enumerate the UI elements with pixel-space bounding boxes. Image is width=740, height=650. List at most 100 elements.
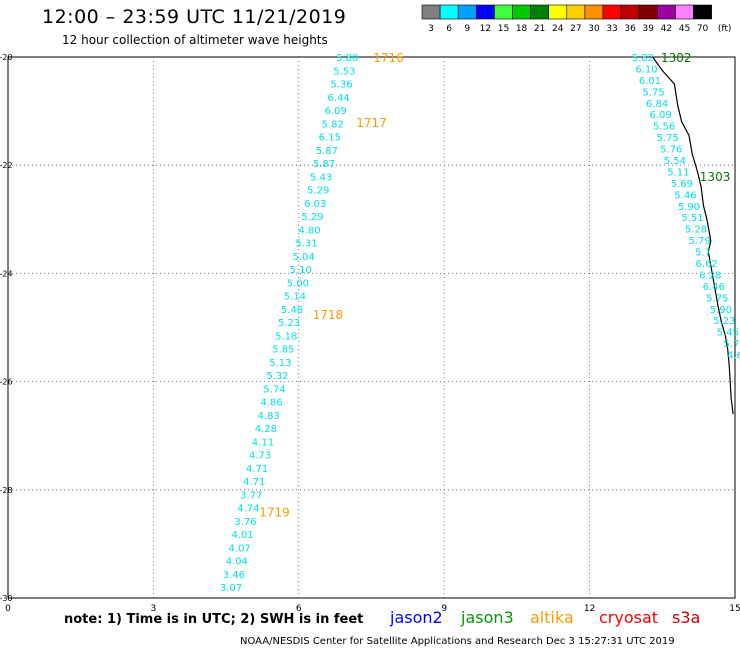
wave-height-label: 5.23 bbox=[278, 318, 300, 329]
wave-height-label: 4.07 bbox=[229, 543, 251, 554]
map-frame bbox=[7, 56, 736, 599]
wave-height-label: 5.48 bbox=[281, 305, 303, 316]
longitude-tick-label: 12 bbox=[584, 604, 595, 614]
latitude-tick-label: -30 bbox=[0, 594, 13, 603]
wave-height-label: 5.53 bbox=[333, 66, 355, 77]
colorbar-label: 42 bbox=[661, 24, 672, 34]
chart-title: 12:00 – 23:59 UTC 11/21/2019 bbox=[42, 6, 347, 28]
pass-time-label: 1302 bbox=[661, 51, 692, 65]
wave-height-label: 5.31 bbox=[295, 239, 317, 250]
wave-height-label: 5.80 bbox=[336, 53, 358, 64]
wave-height-label: 5.90 bbox=[678, 202, 700, 213]
credit-line: NOAA/NESDIS Center for Satellite Applica… bbox=[240, 636, 675, 647]
wave-height-label: 3.77 bbox=[240, 490, 262, 501]
wave-height-colorbar: 3 6 9 12 15 18 21 24 27 30 33 36 39 42 45 70 (ft) bbox=[421, 4, 732, 34]
latitude-tick-label: -20 bbox=[0, 53, 13, 62]
wave-height-label: 4.71 bbox=[243, 477, 265, 488]
colorbar-label: 21 bbox=[534, 24, 545, 34]
wave-height-label: 5.04 bbox=[293, 252, 315, 263]
wave-height-label: 5.11 bbox=[667, 167, 689, 178]
colorbar-label: 9 bbox=[464, 24, 470, 34]
wave-height-label: 5.00 bbox=[287, 278, 309, 289]
colorbar-label: 27 bbox=[570, 24, 581, 34]
wave-height-label: 5.74 bbox=[263, 384, 285, 395]
wave-height-label: 4.71 bbox=[246, 464, 268, 475]
longitude-tick-label: 6 bbox=[296, 604, 302, 614]
wave-height-label: 3.76 bbox=[234, 517, 256, 528]
wave-height-label: 5.90 bbox=[710, 305, 732, 316]
colorbar-label: 6 bbox=[446, 24, 452, 34]
wave-height-label: 5.14 bbox=[284, 292, 306, 303]
colorbar-label: 39 bbox=[643, 24, 655, 34]
wave-height-label: 4.01 bbox=[231, 530, 253, 541]
wave-height-label: 5.87 bbox=[313, 159, 335, 170]
wave-height-label: 6.84 bbox=[646, 99, 668, 110]
colorbar-label: 12 bbox=[480, 24, 491, 34]
wave-height-label: 5.75 bbox=[642, 87, 664, 98]
wave-height-label: 6.01 bbox=[639, 76, 661, 87]
longitude-tick-label: 15 bbox=[729, 604, 740, 614]
pass-time-label: 1718 bbox=[313, 308, 344, 322]
wave-height-label: 6.62 bbox=[696, 259, 718, 270]
wave-height-label: 5.51 bbox=[681, 213, 703, 224]
longitude-tick-label: 0 bbox=[5, 604, 11, 614]
latitude-tick-label: -26 bbox=[0, 378, 13, 387]
wave-height-label: 5.54 bbox=[664, 156, 686, 167]
wave-height-label: 6.28 bbox=[699, 270, 721, 281]
wave-height-label: 5.18 bbox=[275, 331, 297, 342]
longitude-tick-label: 3 bbox=[151, 604, 157, 614]
latitude-tick-label: -24 bbox=[0, 269, 13, 278]
pass-time-label: 1303 bbox=[700, 170, 731, 184]
latitude-tick-label: -28 bbox=[0, 486, 13, 495]
colorbar-unit: (ft) bbox=[718, 24, 732, 34]
wave-height-label: 5.69 bbox=[671, 179, 693, 190]
wave-height-label: 5.82 bbox=[322, 119, 344, 130]
wave-height-label: 5.36 bbox=[330, 80, 352, 91]
wave-height-label: 5.29 bbox=[301, 212, 323, 223]
legend-jason2: jason2 bbox=[390, 608, 443, 627]
wave-height-label: 5.56 bbox=[653, 122, 675, 133]
wave-height-label: 6.44 bbox=[327, 93, 349, 104]
wave-height-label: 5.32 bbox=[266, 371, 288, 382]
wave-height-label: 4.6 bbox=[727, 351, 740, 362]
colorbar-label: 18 bbox=[516, 24, 528, 34]
wave-height-label: 5.28 bbox=[685, 225, 707, 236]
coastline bbox=[652, 56, 734, 415]
wave-height-label: 4.28 bbox=[255, 424, 277, 435]
pass-time-label: 1719 bbox=[259, 505, 290, 519]
wave-height-label: 5.75 bbox=[706, 293, 728, 304]
colorbar-label: 70 bbox=[697, 24, 709, 34]
colorbar-label: 36 bbox=[624, 24, 636, 34]
wave-height-label: 4.04 bbox=[226, 557, 248, 568]
wave-height-label: 5.76 bbox=[660, 145, 682, 156]
wave-height-label: 3.07 bbox=[220, 583, 242, 594]
wave-height-label: 5.43 bbox=[310, 172, 332, 183]
wave-height-label: 5.10 bbox=[290, 265, 312, 276]
colorbar-label: 45 bbox=[679, 24, 690, 34]
latitude-tick-label: -22 bbox=[0, 161, 13, 170]
colorbar-label: 3 bbox=[428, 24, 434, 34]
colorbar-label: 15 bbox=[498, 24, 509, 34]
wave-height-label: 6.46 bbox=[703, 282, 725, 293]
wave-height-label: 5.82 bbox=[632, 53, 654, 64]
colorbar-box bbox=[693, 4, 712, 20]
wave-height-label: 3.46 bbox=[223, 570, 245, 581]
wave-height-label: 5.29 bbox=[307, 186, 329, 197]
wave-height-label: 6.15 bbox=[319, 133, 341, 144]
pass-time-label: 1717 bbox=[356, 116, 387, 130]
colorbar-label: 24 bbox=[552, 24, 564, 34]
wave-height-label: 5.13 bbox=[269, 358, 291, 369]
wave-height-label: 4.73 bbox=[249, 451, 271, 462]
wave-height-label: 5.75 bbox=[657, 133, 679, 144]
wave-height-label: 5.46 bbox=[674, 190, 696, 201]
legend-cryosat: cryosat bbox=[599, 608, 659, 627]
wave-height-label: 6.10 bbox=[635, 64, 657, 75]
wave-height-label: 6.03 bbox=[304, 199, 326, 210]
legend-jason3: jason3 bbox=[461, 608, 514, 627]
footer-note: note: 1) Time is in UTC; 2) SWH is in fe… bbox=[64, 612, 364, 627]
wave-height-label: 5.85 bbox=[272, 345, 294, 356]
wave-height-label: 5.23 bbox=[713, 316, 735, 327]
wave-height-label: 5.45 bbox=[717, 328, 739, 339]
colorbar-label: 30 bbox=[588, 24, 600, 34]
